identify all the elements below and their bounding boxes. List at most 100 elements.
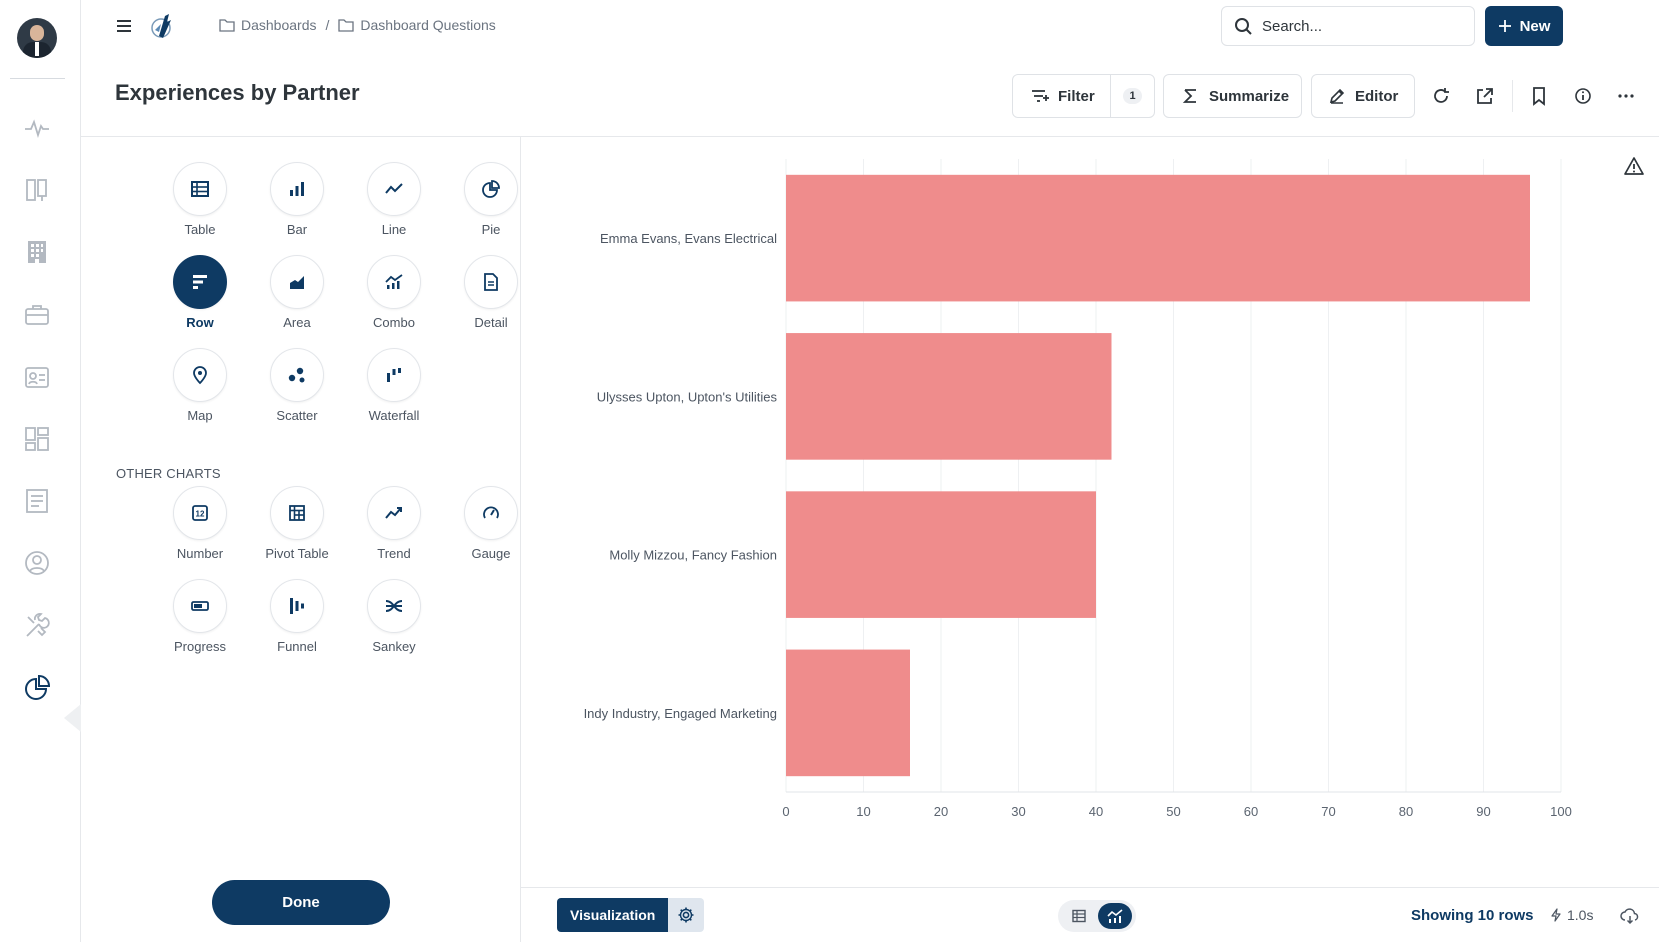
- building-icon[interactable]: [22, 237, 52, 267]
- breadcrumb-label: Dashboard Questions: [360, 17, 496, 33]
- document-list-icon[interactable]: [22, 486, 52, 516]
- bookmark-icon[interactable]: [1528, 85, 1550, 107]
- sigma-icon: [1182, 89, 1196, 103]
- activity-icon[interactable]: [22, 113, 52, 143]
- contact-card-icon[interactable]: [22, 362, 52, 392]
- road-map-icon[interactable]: [22, 175, 52, 205]
- footer-bar: Visualization Showing 10 rows 1.0s: [521, 887, 1659, 942]
- bar[interactable]: [786, 491, 1096, 618]
- chart-type-row[interactable]: Row: [165, 255, 235, 330]
- view-toggle: [1058, 900, 1136, 932]
- table-icon: [1072, 909, 1086, 923]
- chart-settings-button[interactable]: [668, 898, 705, 932]
- chart-view-toggle[interactable]: [1098, 903, 1132, 929]
- pencil-icon: [1329, 88, 1345, 104]
- folder-icon: [338, 19, 355, 32]
- query-time: 1.0s: [1549, 907, 1593, 923]
- chart-type-area[interactable]: Area: [262, 255, 332, 330]
- chart-type-bar[interactable]: Bar: [262, 162, 332, 237]
- chart-type-progress[interactable]: Progress: [165, 579, 235, 654]
- search-icon: [1235, 18, 1252, 35]
- x-tick-label: 10: [856, 804, 870, 819]
- chart-type-trend[interactable]: Trend: [359, 486, 429, 561]
- refresh-icon[interactable]: [1430, 85, 1452, 107]
- pie-chart-icon[interactable]: [22, 673, 52, 703]
- chart-type-map[interactable]: Map: [165, 348, 235, 423]
- share-icon[interactable]: [1474, 85, 1496, 107]
- editor-button[interactable]: Editor: [1311, 74, 1415, 118]
- editor-label: Editor: [1355, 87, 1399, 105]
- bar[interactable]: [786, 333, 1112, 460]
- chart-type-number[interactable]: 12 Number: [165, 486, 235, 561]
- chart-type-detail[interactable]: Detail: [456, 255, 526, 330]
- chart-type-pivot-table[interactable]: Pivot Table: [262, 486, 332, 561]
- chart-type-combo[interactable]: Combo: [359, 255, 429, 330]
- y-category-label: Indy Industry, Engaged Marketing: [584, 706, 777, 721]
- chart-type-funnel[interactable]: Funnel: [262, 579, 332, 654]
- filter-count-badge[interactable]: 1: [1110, 75, 1154, 117]
- sankey-icon: [385, 600, 403, 612]
- progress-icon: [191, 601, 209, 611]
- area-icon: [290, 276, 304, 289]
- breadcrumb-dashboard-questions[interactable]: Dashboard Questions: [338, 17, 496, 33]
- summarize-button[interactable]: Summarize: [1163, 74, 1302, 118]
- x-tick-label: 0: [782, 804, 789, 819]
- tools-icon[interactable]: [22, 611, 52, 641]
- hamburger-menu-icon[interactable]: [115, 17, 133, 35]
- table-view-toggle[interactable]: [1062, 903, 1096, 929]
- y-category-label: Emma Evans, Evans Electrical: [600, 231, 777, 246]
- row-count: Showing 10 rows: [1411, 907, 1534, 924]
- top-bar: Dashboards / Dashboard Questions: [81, 0, 1659, 52]
- x-tick-label: 100: [1550, 804, 1572, 819]
- new-button-label: New: [1519, 17, 1551, 35]
- page-title: Experiences by Partner: [115, 80, 360, 105]
- bar-icon: [290, 182, 304, 196]
- more-options-icon[interactable]: [1615, 85, 1637, 107]
- chart-type-waterfall[interactable]: Waterfall: [359, 348, 429, 423]
- filter-button[interactable]: Filter 1: [1012, 74, 1155, 118]
- bar[interactable]: [786, 174, 1530, 302]
- scatter-icon: [288, 367, 305, 383]
- waterfall-icon: [387, 368, 401, 382]
- visualization-button[interactable]: Visualization: [557, 898, 669, 932]
- user-circle-icon[interactable]: [22, 548, 52, 578]
- chart-type-line[interactable]: Line: [359, 162, 429, 237]
- filter-icon: [1032, 90, 1049, 102]
- summarize-label: Summarize: [1209, 87, 1290, 105]
- line-icon: [385, 183, 403, 194]
- row-icon: [193, 275, 207, 289]
- pivot-table-icon: [289, 505, 305, 521]
- user-avatar[interactable]: [17, 18, 57, 58]
- cloud-download-icon[interactable]: [1620, 906, 1640, 926]
- chart-type-panel: Table Bar Line Pie Row Area Combo Detail…: [81, 137, 521, 942]
- chart-area: 0 10 20 30 40 50 60 70 80 90 100 Emma Evans, Evans …: [521, 137, 1659, 887]
- breadcrumb: Dashboards / Dashboard Questions: [219, 17, 496, 33]
- briefcase-icon[interactable]: [22, 300, 52, 330]
- active-indicator: [64, 704, 81, 732]
- chart-type-sankey[interactable]: Sankey: [359, 579, 429, 654]
- search-input[interactable]: Search...: [1221, 6, 1475, 46]
- search-placeholder: Search...: [1262, 17, 1323, 35]
- breadcrumb-dashboards[interactable]: Dashboards: [219, 17, 317, 33]
- x-tick-label: 40: [1089, 804, 1103, 819]
- visualization-button-group: Visualization: [557, 898, 705, 932]
- x-tick-label: 60: [1244, 804, 1258, 819]
- new-button[interactable]: New: [1485, 6, 1563, 46]
- warning-icon[interactable]: [1623, 155, 1645, 177]
- toolbar-divider: [1512, 80, 1513, 112]
- x-tick-label: 80: [1399, 804, 1413, 819]
- gear-icon: [678, 907, 694, 923]
- info-icon[interactable]: [1572, 85, 1594, 107]
- app-logo-icon[interactable]: [147, 10, 179, 42]
- chart-type-table[interactable]: Table: [165, 162, 235, 237]
- chart-type-scatter[interactable]: Scatter: [262, 348, 332, 423]
- chart-type-gauge[interactable]: Gauge: [456, 486, 526, 561]
- lightning-icon: [1551, 908, 1561, 922]
- folder-icon: [219, 19, 235, 32]
- dashboard-icon[interactable]: [22, 424, 52, 454]
- done-button[interactable]: Done: [212, 880, 390, 925]
- y-category-label: Ulysses Upton, Upton's Utilities: [597, 389, 778, 404]
- bar[interactable]: [786, 649, 910, 777]
- chart-type-pie[interactable]: Pie: [456, 162, 526, 237]
- table-icon: [191, 181, 209, 197]
